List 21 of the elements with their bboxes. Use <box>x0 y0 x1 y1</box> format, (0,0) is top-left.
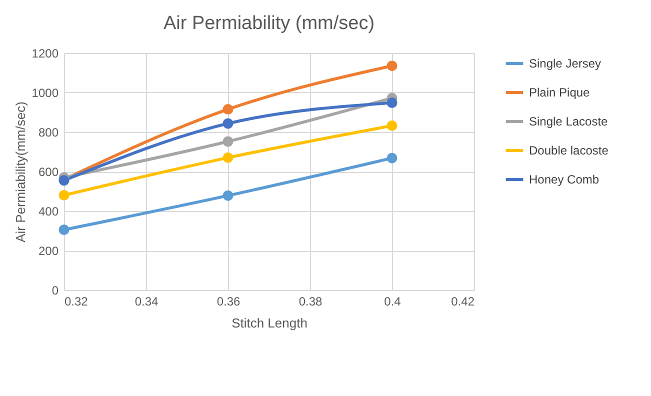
legend-label: Double lacoste <box>529 144 609 158</box>
x-tick-label: 0.34 <box>134 294 158 308</box>
legend-label: Single Jersey <box>529 56 602 70</box>
x-tick-label: 0.38 <box>298 294 322 308</box>
x-tick-label: 0.42 <box>451 294 475 308</box>
x-axis-title: Stitch Length <box>232 316 308 330</box>
y-axis-title: Air Permiability(mm/sec) <box>12 102 28 242</box>
chart-title: Air Permiability (mm/sec) <box>163 13 375 34</box>
x-tick-label: 0.32 <box>64 294 88 308</box>
legend-label: Single Lacoste <box>529 114 608 128</box>
y-tick-label: 400 <box>38 204 59 218</box>
y-tick-label: 0 <box>52 284 59 298</box>
y-tick-label: 600 <box>38 165 59 179</box>
y-tick-label: 800 <box>38 126 59 140</box>
legend-label: Plain Pique <box>529 86 590 100</box>
legend-label: Honey Comb <box>529 172 600 186</box>
x-tick-label: 0.36 <box>216 294 240 308</box>
y-tick-label: 1200 <box>32 46 59 60</box>
x-tick-label: 0.4 <box>384 294 402 308</box>
y-tick-label: 1000 <box>32 86 59 100</box>
y-tick-label: 200 <box>38 244 59 258</box>
